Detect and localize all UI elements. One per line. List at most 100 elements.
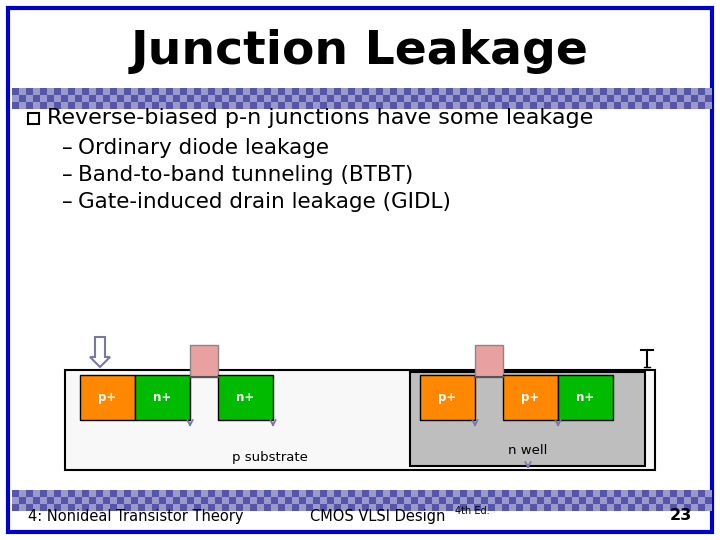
Bar	[222, 102, 229, 109]
Bar	[33, 504, 40, 511]
Bar	[173, 504, 180, 511]
Bar	[145, 88, 152, 95]
Bar	[341, 88, 348, 95]
Bar	[271, 102, 278, 109]
Bar	[684, 504, 691, 511]
Bar	[190, 345, 218, 377]
Bar	[257, 95, 264, 102]
Bar	[299, 490, 306, 497]
Bar	[117, 88, 124, 95]
Bar	[124, 504, 131, 511]
Text: n+: n+	[577, 391, 595, 404]
Bar	[376, 497, 383, 504]
Bar	[320, 102, 327, 109]
Bar	[131, 88, 138, 95]
Bar	[264, 490, 271, 497]
Bar	[642, 102, 649, 109]
Bar	[33, 88, 40, 95]
Text: CMOS VLSI Design: CMOS VLSI Design	[310, 509, 446, 523]
Bar	[397, 497, 404, 504]
Bar	[250, 490, 257, 497]
Bar	[628, 497, 635, 504]
Bar	[61, 95, 68, 102]
Bar	[355, 504, 362, 511]
Bar	[166, 88, 173, 95]
Bar	[110, 490, 117, 497]
Bar	[502, 88, 509, 95]
Bar	[503, 375, 558, 420]
Bar	[628, 95, 635, 102]
Bar	[236, 490, 243, 497]
Bar	[166, 497, 173, 504]
Bar	[495, 504, 502, 511]
Bar	[572, 102, 579, 109]
Bar	[614, 490, 621, 497]
Bar	[418, 504, 425, 511]
Bar	[390, 497, 397, 504]
Bar	[334, 88, 341, 95]
Bar	[68, 102, 75, 109]
Bar	[523, 102, 530, 109]
Bar	[222, 88, 229, 95]
Bar	[544, 497, 551, 504]
Text: Reverse-biased p-n junctions have some leakage: Reverse-biased p-n junctions have some l…	[47, 109, 593, 129]
Bar	[579, 497, 586, 504]
Bar	[677, 497, 684, 504]
Bar	[355, 88, 362, 95]
Bar	[124, 88, 131, 95]
Bar	[369, 504, 376, 511]
Bar	[285, 88, 292, 95]
Bar	[26, 88, 33, 95]
Bar	[117, 504, 124, 511]
Bar	[341, 95, 348, 102]
Bar	[103, 88, 110, 95]
Bar	[110, 102, 117, 109]
Bar	[194, 504, 201, 511]
Bar	[579, 102, 586, 109]
Bar	[187, 95, 194, 102]
Bar	[138, 490, 145, 497]
Bar	[635, 490, 642, 497]
Bar	[410, 372, 645, 466]
Bar	[80, 375, 135, 420]
Bar	[152, 504, 159, 511]
Bar	[691, 504, 698, 511]
Bar	[68, 490, 75, 497]
Bar	[621, 88, 628, 95]
Bar	[551, 504, 558, 511]
Bar	[397, 504, 404, 511]
Bar	[642, 88, 649, 95]
Bar	[131, 497, 138, 504]
Bar	[159, 490, 166, 497]
Bar	[474, 497, 481, 504]
Bar	[649, 490, 656, 497]
Bar	[698, 504, 705, 511]
Bar	[439, 102, 446, 109]
Text: n well: n well	[508, 443, 548, 456]
Bar	[313, 504, 320, 511]
Bar	[418, 88, 425, 95]
Bar	[474, 95, 481, 102]
Bar	[19, 490, 26, 497]
Bar	[117, 102, 124, 109]
Bar	[299, 102, 306, 109]
Bar	[383, 88, 390, 95]
Bar	[467, 497, 474, 504]
Bar	[551, 490, 558, 497]
Bar	[348, 497, 355, 504]
Bar	[103, 497, 110, 504]
Bar	[369, 95, 376, 102]
Bar	[579, 88, 586, 95]
Bar	[341, 504, 348, 511]
Bar	[65, 370, 655, 470]
Bar	[656, 95, 663, 102]
Bar	[54, 497, 61, 504]
Bar	[47, 102, 54, 109]
Bar	[404, 490, 411, 497]
Bar	[481, 497, 488, 504]
Bar	[28, 113, 39, 124]
Bar	[61, 504, 68, 511]
Bar	[397, 95, 404, 102]
Bar	[257, 497, 264, 504]
Bar	[705, 102, 712, 109]
